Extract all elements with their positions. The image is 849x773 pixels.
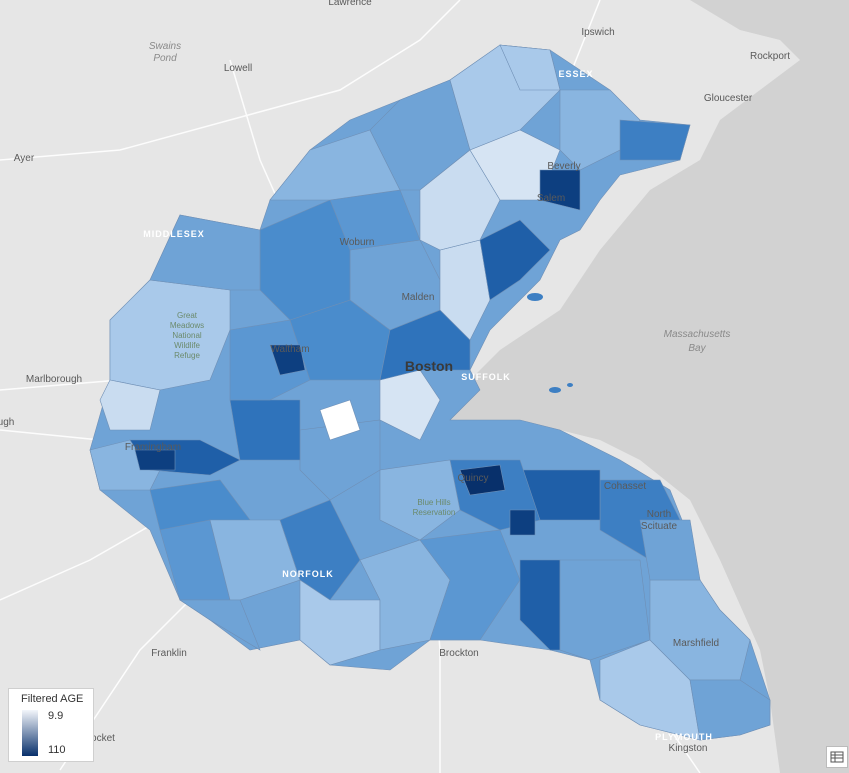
label-quincy: Quincy [457, 473, 488, 484]
label-great-meadows: Great [177, 311, 198, 320]
ocean [450, 0, 849, 773]
label-bay: Bay [688, 343, 706, 354]
region-se2[interactable] [559, 559, 651, 661]
label-waltham: Waltham [270, 344, 309, 355]
label-swains-pond: Swains [149, 41, 181, 52]
svg-text:Refuge: Refuge [174, 351, 200, 360]
region-marshfield[interactable] [649, 579, 751, 681]
label-malden: Malden [402, 292, 435, 303]
table-button[interactable] [826, 746, 848, 768]
label-norfolk: NORFOLK [282, 569, 334, 579]
label-marshfield: Marshfield [673, 638, 719, 649]
region-north-scituate[interactable] [639, 519, 701, 581]
label-cohasset: Cohasset [604, 481, 646, 492]
label-brockton: Brockton [439, 648, 478, 659]
region-framingham-core[interactable] [134, 449, 176, 471]
svg-text:National: National [172, 331, 202, 340]
region-kingston[interactable] [689, 679, 771, 741]
region-waltham[interactable] [229, 319, 311, 401]
label-beverly: Beverly [547, 161, 580, 172]
svg-text:Reservation: Reservation [413, 508, 456, 517]
svg-text:Wildlife: Wildlife [174, 341, 200, 350]
label-essex: ESSEX [558, 69, 593, 79]
region-braintree[interactable] [509, 509, 536, 536]
region-white-1[interactable] [319, 399, 361, 441]
label-swains-pond-2: Pond [153, 53, 177, 64]
legend-max-label: 9.9 [48, 710, 64, 722]
label-mass-bay: Massachusetts [664, 329, 731, 340]
region-norfolk[interactable] [279, 499, 361, 601]
legend-gradient [22, 710, 38, 756]
label-marlborough: Marlborough [26, 374, 82, 385]
region-waltham-core[interactable] [269, 344, 306, 376]
label-blue-hills: Blue Hills [417, 498, 450, 507]
islands [527, 293, 573, 393]
label-framingham: Framingham [125, 442, 181, 453]
label-kingston: Kingston [669, 743, 708, 754]
label-ocket: ocket [91, 733, 115, 744]
region-s-center[interactable] [299, 419, 381, 501]
region-w1[interactable] [99, 379, 161, 431]
region-concord[interactable] [149, 214, 261, 291]
svg-text:Meadows: Meadows [170, 321, 204, 330]
region-n1[interactable] [269, 129, 401, 201]
region-waltham-s[interactable] [229, 399, 301, 461]
label-lawrence: Lawrence [328, 0, 372, 8]
legend-min-label: 110 [48, 744, 66, 756]
label-ayer: Ayer [14, 153, 35, 164]
choropleth[interactable] [89, 44, 771, 741]
label-lowell: Lowell [224, 63, 252, 74]
region-manchester[interactable] [619, 119, 691, 161]
label-woburn: Woburn [340, 237, 375, 248]
label-scituate: Scituate [641, 521, 678, 532]
legend-title: Filtered AGE [21, 693, 84, 705]
map-labels: Lawrence Ipswich Rockport Gloucester Low… [0, 0, 790, 754]
label-boston: Boston [405, 358, 453, 374]
label-suffolk: SUFFOLK [461, 372, 511, 382]
label-north: North [647, 509, 671, 520]
label-rockport: Rockport [750, 51, 790, 62]
region-salem[interactable] [539, 169, 581, 211]
region-sw3[interactable] [209, 519, 301, 601]
region-lynn[interactable] [479, 219, 551, 301]
label-salem: Salem [537, 193, 565, 204]
label-gloucester: Gloucester [704, 93, 753, 104]
region-sw4[interactable] [179, 599, 261, 651]
region-se1[interactable] [519, 559, 561, 651]
label-middlesex: MIDDLESEX [143, 229, 205, 239]
legend: Filtered AGE 9.9 110 [8, 688, 94, 762]
region-essex[interactable] [499, 44, 561, 91]
region-blue-hills[interactable] [379, 459, 461, 541]
label-franklin: Franklin [151, 648, 187, 659]
label-ugh: ugh [0, 417, 14, 428]
table-icon [830, 751, 844, 763]
label-plymouth: PLYMOUTH [655, 732, 713, 742]
region-quincy-core[interactable] [459, 464, 506, 496]
label-ipswich: Ipswich [581, 27, 614, 38]
